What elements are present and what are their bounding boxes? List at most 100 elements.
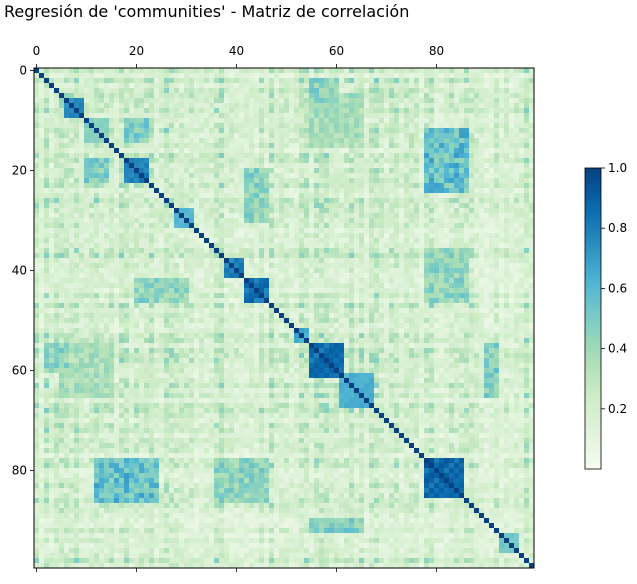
heatmap-cell bbox=[504, 138, 510, 144]
heatmap-cell bbox=[199, 248, 205, 254]
heatmap-cell bbox=[134, 98, 140, 104]
heatmap-cell bbox=[434, 183, 440, 189]
heatmap-cell bbox=[234, 183, 240, 189]
heatmap-cell bbox=[434, 313, 440, 319]
heatmap-cell bbox=[84, 178, 90, 184]
heatmap-cell bbox=[359, 93, 365, 99]
heatmap-cell bbox=[119, 283, 125, 289]
heatmap-cell bbox=[279, 278, 285, 284]
heatmap-cell bbox=[484, 103, 490, 109]
heatmap-cell bbox=[524, 263, 530, 269]
heatmap-cell bbox=[79, 308, 85, 314]
heatmap-cell bbox=[84, 113, 90, 119]
heatmap-cell bbox=[169, 68, 175, 74]
heatmap-cell bbox=[529, 188, 535, 194]
heatmap-cell bbox=[349, 238, 355, 244]
heatmap-cell bbox=[464, 218, 470, 224]
heatmap-cell bbox=[124, 148, 130, 154]
heatmap-cell bbox=[104, 193, 110, 199]
heatmap-cell bbox=[259, 173, 265, 179]
heatmap-cell bbox=[449, 118, 455, 124]
heatmap-cell bbox=[269, 168, 275, 174]
heatmap-cell bbox=[59, 243, 65, 249]
heatmap-cell bbox=[194, 263, 200, 269]
heatmap-cell bbox=[309, 163, 315, 169]
heatmap-cell bbox=[344, 308, 350, 314]
heatmap-cell bbox=[89, 98, 95, 104]
heatmap-cell bbox=[129, 113, 135, 119]
heatmap-cell bbox=[139, 283, 145, 289]
heatmap-cell bbox=[409, 258, 415, 264]
heatmap-cell bbox=[194, 238, 200, 244]
heatmap-cell bbox=[64, 133, 70, 139]
heatmap-cell bbox=[154, 103, 160, 109]
heatmap-cell bbox=[49, 198, 55, 204]
heatmap-cell bbox=[249, 78, 255, 84]
heatmap-cell bbox=[409, 143, 415, 149]
heatmap-cell bbox=[464, 113, 470, 119]
heatmap-cell bbox=[379, 188, 385, 194]
heatmap-cell bbox=[239, 268, 245, 274]
heatmap-cell bbox=[39, 288, 45, 294]
heatmap-cell bbox=[439, 243, 445, 249]
heatmap-cell bbox=[269, 118, 275, 124]
heatmap-cell bbox=[164, 228, 170, 234]
heatmap-cell bbox=[379, 178, 385, 184]
heatmap-cell bbox=[44, 208, 50, 214]
heatmap-cell bbox=[199, 98, 205, 104]
heatmap-cell bbox=[444, 298, 450, 304]
heatmap-cell bbox=[164, 233, 170, 239]
heatmap-cell bbox=[409, 123, 415, 129]
heatmap-cell bbox=[244, 83, 250, 89]
heatmap-cell bbox=[149, 88, 155, 94]
heatmap-cell bbox=[339, 223, 345, 229]
heatmap-cell bbox=[189, 138, 195, 144]
heatmap-cell bbox=[109, 303, 115, 309]
heatmap-cell bbox=[264, 88, 270, 94]
heatmap-cell bbox=[134, 158, 140, 164]
heatmap-cell bbox=[339, 133, 345, 139]
heatmap-cell bbox=[84, 188, 90, 194]
heatmap-cell bbox=[149, 168, 155, 174]
heatmap-cell bbox=[524, 228, 530, 234]
heatmap-cell bbox=[164, 288, 170, 294]
heatmap-cell bbox=[239, 228, 245, 234]
heatmap-cell bbox=[504, 218, 510, 224]
heatmap-cell bbox=[514, 208, 520, 214]
heatmap-cell bbox=[219, 113, 225, 119]
heatmap-cell bbox=[204, 198, 210, 204]
heatmap-cell bbox=[409, 253, 415, 259]
heatmap-cell bbox=[99, 93, 105, 99]
heatmap-cell bbox=[259, 268, 265, 274]
heatmap-cell bbox=[424, 108, 430, 114]
heatmap-cell bbox=[89, 258, 95, 264]
heatmap-cell bbox=[384, 273, 390, 279]
heatmap-cell bbox=[279, 148, 285, 154]
heatmap-cell bbox=[174, 268, 180, 274]
heatmap-cell bbox=[399, 133, 405, 139]
heatmap-cell bbox=[119, 243, 125, 249]
heatmap-cell bbox=[169, 153, 175, 159]
heatmap-cell bbox=[59, 88, 65, 94]
heatmap-cell bbox=[284, 263, 290, 269]
heatmap-cell bbox=[399, 228, 405, 234]
heatmap-cell bbox=[499, 243, 505, 249]
heatmap-cell bbox=[499, 293, 505, 299]
heatmap-cell bbox=[109, 183, 115, 189]
heatmap-cell bbox=[304, 68, 310, 74]
heatmap-cell bbox=[314, 253, 320, 259]
heatmap-cell bbox=[179, 178, 185, 184]
heatmap-cell bbox=[434, 288, 440, 294]
heatmap-cell bbox=[59, 203, 65, 209]
heatmap-cell bbox=[344, 178, 350, 184]
heatmap-cell bbox=[334, 313, 340, 319]
heatmap-cell bbox=[444, 268, 450, 274]
heatmap-cell bbox=[219, 173, 225, 179]
heatmap-cell bbox=[264, 108, 270, 114]
heatmap-cell bbox=[404, 158, 410, 164]
heatmap-cell bbox=[249, 183, 255, 189]
heatmap-cell bbox=[394, 178, 400, 184]
heatmap-cell bbox=[489, 93, 495, 99]
heatmap-cell bbox=[399, 298, 405, 304]
heatmap-cell bbox=[509, 233, 515, 239]
